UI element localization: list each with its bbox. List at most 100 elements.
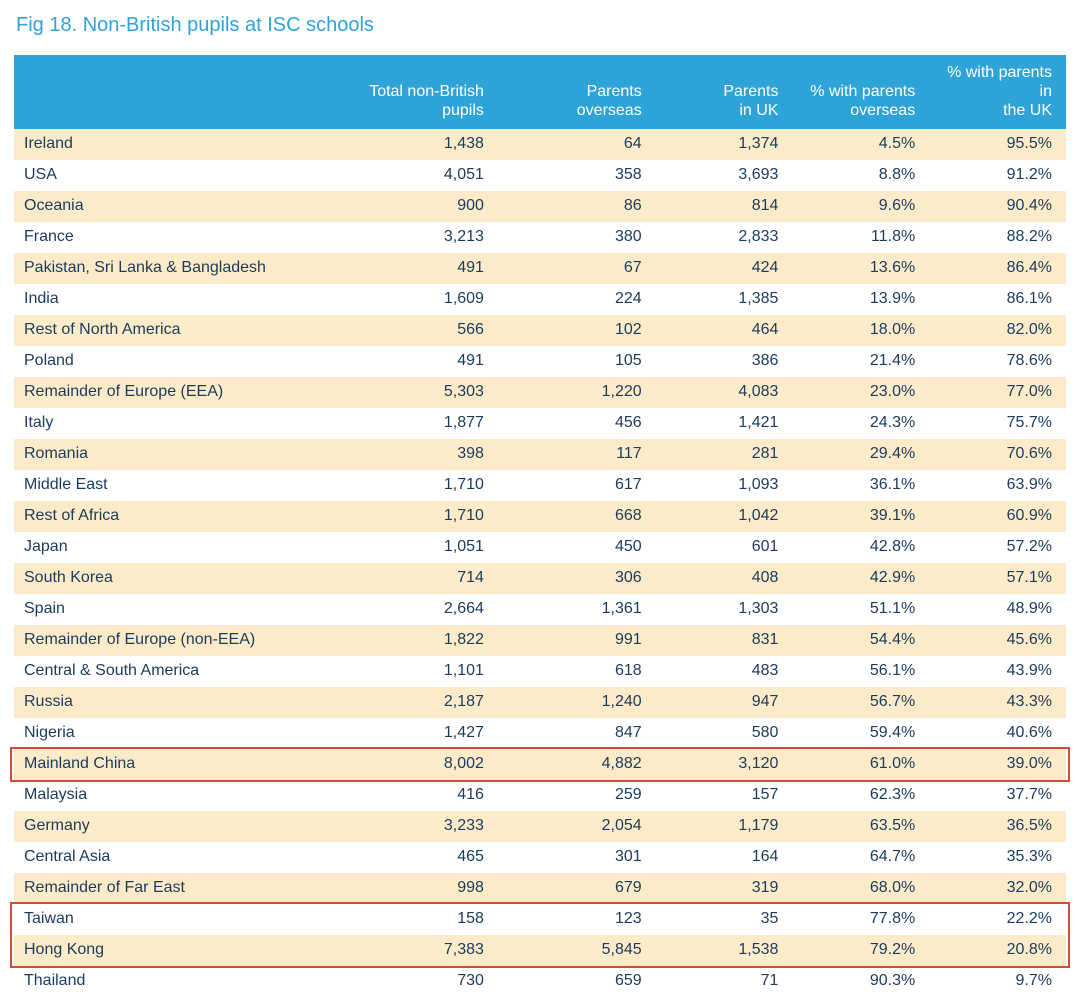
value-cell: 13.9% <box>792 284 929 315</box>
value-cell: 105 <box>498 346 656 377</box>
country-cell: Remainder of Europe (non-EEA) <box>14 625 309 656</box>
value-cell: 386 <box>656 346 793 377</box>
country-cell: Japan <box>14 532 309 563</box>
value-cell: 1,220 <box>498 377 656 408</box>
table-row: Romania39811728129.4%70.6% <box>14 439 1066 470</box>
value-cell: 71 <box>656 966 793 997</box>
value-cell: 380 <box>498 222 656 253</box>
value-cell: 424 <box>656 253 793 284</box>
value-cell: 39.0% <box>929 749 1066 780</box>
value-cell: 2,054 <box>498 811 656 842</box>
value-cell: 23.0% <box>792 377 929 408</box>
country-cell: Remainder of Far East <box>14 873 309 904</box>
value-cell: 78.6% <box>929 346 1066 377</box>
table-row: Poland49110538621.4%78.6% <box>14 346 1066 377</box>
value-cell: 13.6% <box>792 253 929 284</box>
table-row: Germany3,2332,0541,17963.5%36.5% <box>14 811 1066 842</box>
value-cell: 1,093 <box>656 470 793 501</box>
value-cell: 618 <box>498 656 656 687</box>
country-cell: Rest of Africa <box>14 501 309 532</box>
value-cell: 158 <box>309 904 498 935</box>
pupils-table: Total non-BritishpupilsParentsoverseasPa… <box>14 55 1066 997</box>
country-cell: Romania <box>14 439 309 470</box>
value-cell: 43.3% <box>929 687 1066 718</box>
value-cell: 659 <box>498 966 656 997</box>
value-cell: 601 <box>656 532 793 563</box>
value-cell: 123 <box>498 904 656 935</box>
value-cell: 20.8% <box>929 935 1066 966</box>
country-cell: Germany <box>14 811 309 842</box>
table-header-cell <box>14 55 309 129</box>
value-cell: 483 <box>656 656 793 687</box>
value-cell: 301 <box>498 842 656 873</box>
value-cell: 2,833 <box>656 222 793 253</box>
value-cell: 491 <box>309 346 498 377</box>
value-cell: 1,240 <box>498 687 656 718</box>
value-cell: 68.0% <box>792 873 929 904</box>
value-cell: 48.9% <box>929 594 1066 625</box>
value-cell: 1,303 <box>656 594 793 625</box>
value-cell: 61.0% <box>792 749 929 780</box>
value-cell: 1,385 <box>656 284 793 315</box>
value-cell: 4.5% <box>792 129 929 160</box>
value-cell: 75.7% <box>929 408 1066 439</box>
value-cell: 617 <box>498 470 656 501</box>
value-cell: 281 <box>656 439 793 470</box>
value-cell: 67 <box>498 253 656 284</box>
country-cell: Spain <box>14 594 309 625</box>
value-cell: 319 <box>656 873 793 904</box>
value-cell: 36.1% <box>792 470 929 501</box>
country-cell: Middle East <box>14 470 309 501</box>
country-cell: Rest of North America <box>14 315 309 346</box>
value-cell: 947 <box>656 687 793 718</box>
country-cell: Pakistan, Sri Lanka & Bangladesh <box>14 253 309 284</box>
value-cell: 56.1% <box>792 656 929 687</box>
value-cell: 86.4% <box>929 253 1066 284</box>
value-cell: 88.2% <box>929 222 1066 253</box>
value-cell: 32.0% <box>929 873 1066 904</box>
value-cell: 21.4% <box>792 346 929 377</box>
value-cell: 40.6% <box>929 718 1066 749</box>
value-cell: 1,710 <box>309 501 498 532</box>
country-cell: Hong Kong <box>14 935 309 966</box>
table-row: Central & South America1,10161848356.1%4… <box>14 656 1066 687</box>
value-cell: 1,710 <box>309 470 498 501</box>
value-cell: 62.3% <box>792 780 929 811</box>
value-cell: 224 <box>498 284 656 315</box>
value-cell: 77.8% <box>792 904 929 935</box>
table-row: Rest of North America56610246418.0%82.0% <box>14 315 1066 346</box>
table-row: Central Asia46530116464.7%35.3% <box>14 842 1066 873</box>
country-cell: Ireland <box>14 129 309 160</box>
value-cell: 24.3% <box>792 408 929 439</box>
value-cell: 64.7% <box>792 842 929 873</box>
value-cell: 43.9% <box>929 656 1066 687</box>
table-row: Russia2,1871,24094756.7%43.3% <box>14 687 1066 718</box>
country-cell: Central Asia <box>14 842 309 873</box>
value-cell: 3,693 <box>656 160 793 191</box>
table-row: Malaysia41625915762.3%37.7% <box>14 780 1066 811</box>
country-cell: Malaysia <box>14 780 309 811</box>
value-cell: 18.0% <box>792 315 929 346</box>
value-cell: 2,664 <box>309 594 498 625</box>
table-row: Rest of Africa1,7106681,04239.1%60.9% <box>14 501 1066 532</box>
value-cell: 1,438 <box>309 129 498 160</box>
value-cell: 1,609 <box>309 284 498 315</box>
value-cell: 814 <box>656 191 793 222</box>
country-cell: Poland <box>14 346 309 377</box>
country-cell: Nigeria <box>14 718 309 749</box>
value-cell: 91.2% <box>929 160 1066 191</box>
value-cell: 39.1% <box>792 501 929 532</box>
value-cell: 566 <box>309 315 498 346</box>
value-cell: 450 <box>498 532 656 563</box>
value-cell: 1,051 <box>309 532 498 563</box>
table-row: India1,6092241,38513.9%86.1% <box>14 284 1066 315</box>
value-cell: 63.9% <box>929 470 1066 501</box>
table-header-cell: % with parents inthe UK <box>929 55 1066 129</box>
value-cell: 1,822 <box>309 625 498 656</box>
country-cell: Taiwan <box>14 904 309 935</box>
table-body: Ireland1,438641,3744.5%95.5%USA4,0513583… <box>14 129 1066 997</box>
value-cell: 847 <box>498 718 656 749</box>
value-cell: 7,383 <box>309 935 498 966</box>
value-cell: 45.6% <box>929 625 1066 656</box>
value-cell: 900 <box>309 191 498 222</box>
